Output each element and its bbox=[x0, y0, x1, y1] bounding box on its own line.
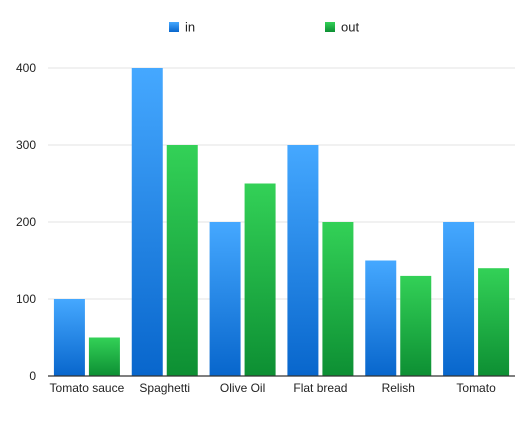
bar-in-2 bbox=[209, 222, 241, 376]
x-tick-label-5: Tomato bbox=[456, 381, 496, 395]
x-tick-label-0: Tomato sauce bbox=[50, 381, 125, 395]
bar-out-1 bbox=[166, 145, 198, 376]
x-tick-label-4: Relish bbox=[382, 381, 415, 395]
axes: 0 100 200 300 400 Tomato sauce Spaghetti Olive … bbox=[16, 61, 515, 395]
legend-label-out: out bbox=[341, 20, 359, 35]
y-tick-label-0: 0 bbox=[29, 369, 36, 383]
bar-in-0 bbox=[53, 299, 85, 376]
x-tick-label-1: Spaghetti bbox=[139, 381, 190, 395]
x-tick-label-3: Flat bread bbox=[293, 381, 347, 395]
legend: in out bbox=[169, 20, 359, 35]
grid-lines bbox=[48, 67, 515, 300]
bars bbox=[53, 68, 510, 376]
y-tick-label-100: 100 bbox=[16, 292, 36, 306]
bar-out-3 bbox=[322, 222, 354, 376]
bar-out-2 bbox=[244, 183, 276, 376]
bar-in-3 bbox=[287, 145, 319, 376]
bar-out-4 bbox=[400, 275, 432, 376]
y-tick-label-300: 300 bbox=[16, 138, 36, 152]
x-tick-label-2: Olive Oil bbox=[220, 381, 265, 395]
bar-in-5 bbox=[443, 222, 475, 376]
legend-swatch-out bbox=[325, 22, 335, 32]
legend-label-in: in bbox=[185, 20, 195, 35]
legend-swatch-in bbox=[169, 22, 179, 32]
bar-in-4 bbox=[365, 260, 397, 376]
bar-out-0 bbox=[88, 337, 120, 376]
bar-out-5 bbox=[478, 268, 510, 376]
y-tick-label-400: 400 bbox=[16, 61, 36, 75]
bar-in-1 bbox=[131, 68, 163, 376]
y-tick-label-200: 200 bbox=[16, 215, 36, 229]
